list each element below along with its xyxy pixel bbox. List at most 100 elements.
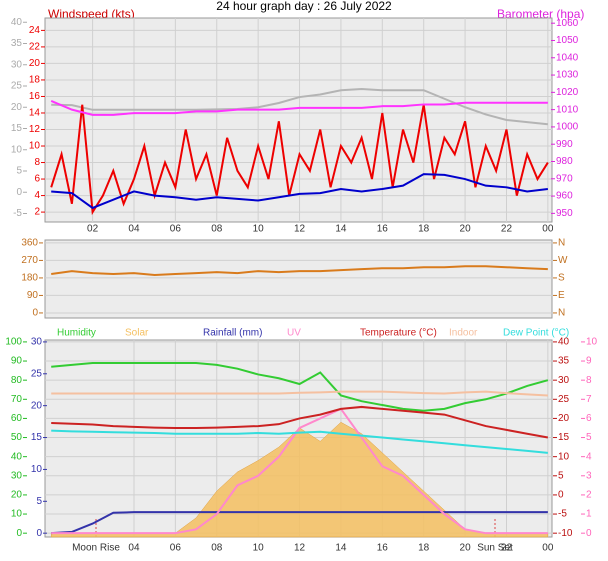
x-tick-label: 20: [460, 224, 472, 235]
y3-tick-label: 20: [558, 413, 570, 424]
y-tick-label: 18: [29, 75, 41, 86]
x-tick-label: 18: [418, 224, 430, 235]
y2-tick-label: W: [558, 255, 568, 266]
y-tick-label: 10: [29, 141, 41, 152]
x-tick-label: 06: [170, 224, 182, 235]
legend-entry: Solar: [125, 328, 149, 339]
panel: 0102030405060708090100051015202530-10-50…: [5, 337, 597, 554]
y-tick-label: 80: [11, 375, 23, 386]
x-tick-label: 20: [460, 543, 472, 554]
y3-tick-label: 10: [558, 451, 570, 462]
y2-tick-label: 1020: [556, 87, 579, 98]
chart-title: 24 hour graph day : 26 July 2022: [216, 0, 392, 13]
line: [51, 390, 548, 397]
plot-background: [44, 239, 553, 319]
y3-tick-label: 15: [11, 123, 23, 134]
x-tick-label: 22: [501, 224, 513, 235]
y-tick-label: 14: [29, 108, 41, 119]
legend-entry: UV: [287, 328, 301, 339]
x-tick-label: 12: [294, 224, 306, 235]
y2-tick-label: 10: [31, 464, 43, 475]
x-tick-label: 08: [211, 543, 223, 554]
y3-tick-label: 35: [558, 356, 570, 367]
line: [50, 104, 549, 216]
x-tick-label: 00: [542, 543, 554, 554]
y2-tick-label: E: [558, 290, 565, 301]
x-tick-label: 18: [418, 543, 430, 554]
legend-entry: Dew Point (°C): [503, 328, 569, 339]
x-tick-label: 14: [335, 224, 347, 235]
y3-tick-label: 0: [16, 187, 22, 198]
y2-tick-label: N: [558, 238, 565, 249]
y-tick-label: 22: [29, 42, 41, 53]
y2-tick-label: 15: [31, 432, 43, 443]
y-tick-label: 90: [27, 290, 39, 301]
y2-tick-label: 960: [556, 191, 573, 202]
y-tick-label: 24: [29, 25, 41, 36]
y4-tick-label: 5: [586, 432, 592, 443]
y4-tick-label: 9: [586, 356, 592, 367]
y4-tick-label: 1: [586, 509, 592, 520]
annotation: Sun Set: [477, 543, 513, 554]
y3-tick-label: 5: [16, 166, 22, 177]
y-tick-label: 16: [29, 91, 41, 102]
y2-tick-label: 25: [31, 368, 43, 379]
y4-tick-label: 4: [586, 451, 592, 462]
y-tick-label: 4: [34, 190, 40, 201]
y4-tick-label: 3: [586, 470, 592, 481]
panel: 2468101214161820222495096097098099010001…: [11, 17, 579, 235]
x-tick-label: 16: [377, 543, 389, 554]
plot-background: [44, 17, 553, 223]
y-tick-label: 40: [11, 451, 23, 462]
x-tick-label: 16: [377, 224, 389, 235]
y2-tick-label: 970: [556, 173, 573, 184]
y2-tick-label: N: [558, 308, 565, 319]
y2-tick-label: S: [558, 273, 565, 284]
line: [51, 405, 549, 439]
line: [51, 265, 548, 277]
y3-tick-label: 0: [558, 490, 564, 501]
y3-tick-label: 15: [558, 432, 570, 443]
y4-tick-label: 6: [586, 413, 592, 424]
y-tick-label: 60: [11, 413, 23, 424]
legend-entry: Humidity: [57, 328, 96, 339]
y-tick-label: 2: [34, 207, 40, 218]
y4-tick-label: 2: [586, 490, 592, 501]
y-tick-label: 0: [16, 528, 22, 539]
y-tick-label: 360: [21, 238, 38, 249]
line: [51, 361, 549, 412]
y2-tick-label: 990: [556, 139, 573, 150]
y3-tick-label: -5: [13, 208, 22, 219]
y-tick-label: 50: [11, 432, 23, 443]
y2-tick-label: 1000: [556, 122, 579, 133]
y2-tick-label: 20: [31, 400, 43, 411]
y2-tick-label: 5: [36, 496, 42, 507]
y-tick-label: 270: [21, 255, 38, 266]
y-tick-label: 8: [34, 157, 40, 168]
line: [51, 173, 548, 210]
y-tick-label: 6: [34, 174, 40, 185]
y-tick-label: 20: [29, 58, 41, 69]
y-tick-label: 30: [11, 470, 23, 481]
y2-tick-label: 1030: [556, 70, 579, 81]
y3-tick-label: 35: [11, 38, 23, 49]
y2-tick-label: 950: [556, 208, 573, 219]
y3-tick-label: 25: [11, 81, 23, 92]
y4-tick-label: 7: [586, 394, 592, 405]
y-tick-label: 20: [11, 490, 23, 501]
y2-tick-label: 1060: [556, 18, 579, 29]
y3-tick-label: -5: [558, 509, 567, 520]
y-tick-label: 70: [11, 394, 23, 405]
y2-tick-label: 30: [31, 337, 43, 348]
x-tick-label: 06: [170, 543, 182, 554]
y2-tick-label: 1010: [556, 104, 579, 115]
x-tick-label: 12: [294, 543, 306, 554]
y-tick-label: 12: [29, 124, 41, 135]
x-tick-label: 14: [335, 543, 347, 554]
y3-tick-label: 40: [558, 337, 570, 348]
y2-tick-label: 1040: [556, 52, 579, 63]
y2-tick-label: 0: [36, 528, 42, 539]
x-tick-label: 22: [501, 543, 513, 554]
y-tick-label: 180: [21, 273, 38, 284]
